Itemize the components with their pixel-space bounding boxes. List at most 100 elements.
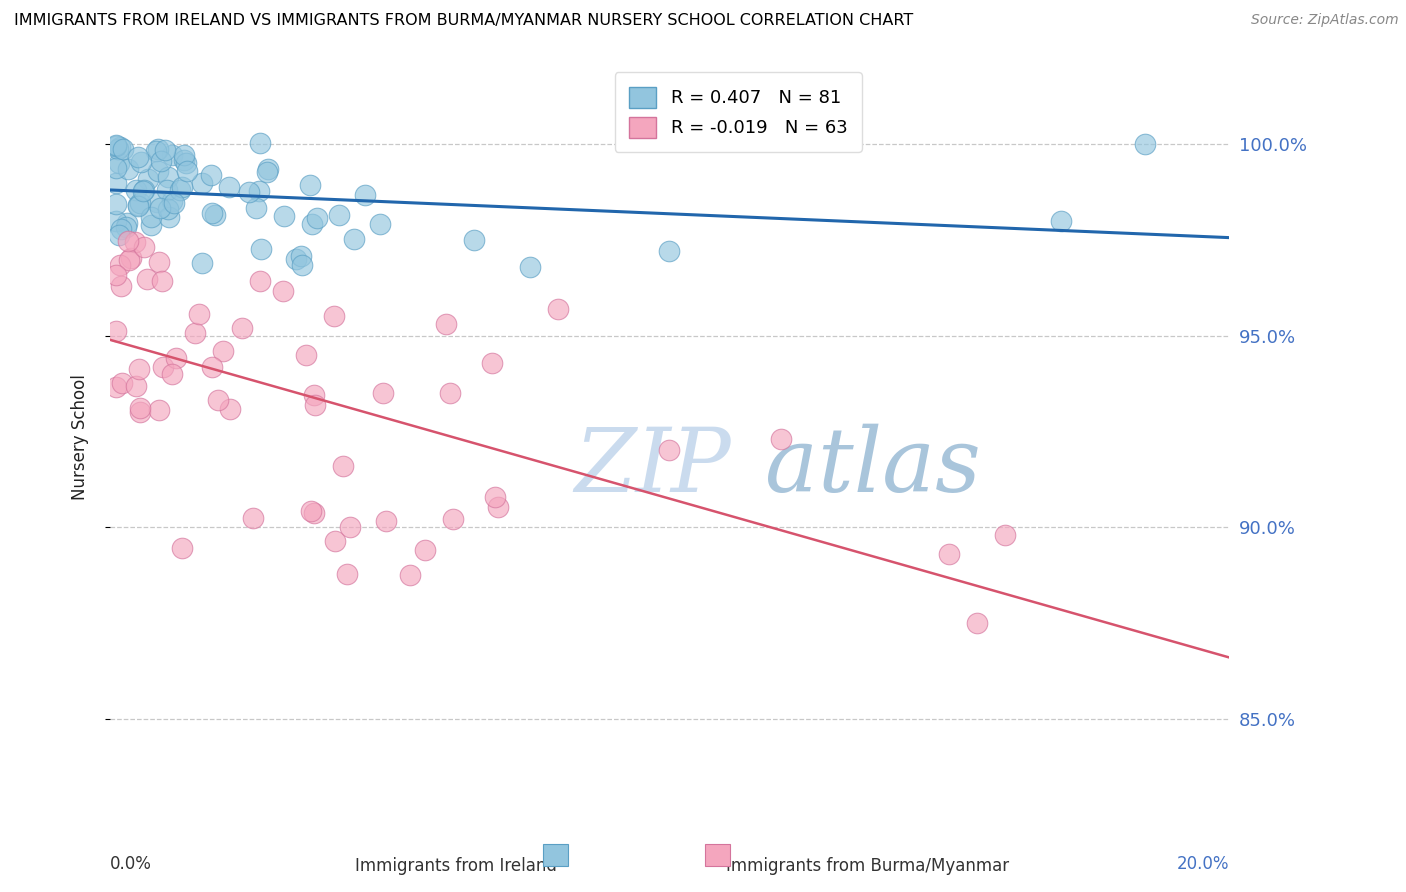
Point xyxy=(307,211,329,226)
Point xyxy=(290,250,312,264)
Point xyxy=(200,168,222,182)
Point xyxy=(328,208,350,222)
Point xyxy=(353,187,375,202)
Point xyxy=(298,178,321,192)
Point xyxy=(115,216,138,230)
Point xyxy=(148,403,170,417)
Point xyxy=(139,210,162,224)
Point xyxy=(104,214,127,228)
Point xyxy=(156,183,179,197)
Point xyxy=(245,201,267,215)
Point xyxy=(519,260,541,274)
Point xyxy=(104,176,127,190)
Text: Immigrants from Burma/Myanmar: Immigrants from Burma/Myanmar xyxy=(725,857,1010,875)
Point xyxy=(129,401,152,415)
Point xyxy=(273,209,295,223)
Point xyxy=(124,235,146,249)
Point xyxy=(302,388,325,402)
Point xyxy=(110,140,132,154)
Point xyxy=(104,324,127,338)
Point xyxy=(399,567,422,582)
Point xyxy=(658,443,681,458)
Point xyxy=(257,162,280,177)
Point xyxy=(107,142,129,156)
Point xyxy=(658,244,681,259)
Point xyxy=(249,184,271,198)
Point xyxy=(201,206,224,220)
Point xyxy=(439,385,461,400)
Text: IMMIGRANTS FROM IRELAND VS IMMIGRANTS FROM BURMA/MYANMAR NURSERY SCHOOL CORRELAT: IMMIGRANTS FROM IRELAND VS IMMIGRANTS FR… xyxy=(14,13,914,29)
Point xyxy=(104,138,127,153)
Point xyxy=(373,386,395,401)
Point xyxy=(149,201,172,215)
Point xyxy=(463,233,485,247)
Point xyxy=(304,398,326,412)
Point xyxy=(110,222,132,236)
Legend: R = 0.407   N = 81, R = -0.019   N = 63: R = 0.407 N = 81, R = -0.019 N = 63 xyxy=(614,72,862,152)
Point xyxy=(486,500,509,514)
Point xyxy=(128,362,150,376)
Point xyxy=(139,218,162,232)
Point xyxy=(149,153,172,168)
Point xyxy=(108,156,131,170)
Point xyxy=(339,520,361,534)
Point xyxy=(413,543,436,558)
Point xyxy=(125,182,148,196)
Point xyxy=(336,566,359,581)
Point xyxy=(145,145,167,159)
Point xyxy=(299,504,322,518)
Point xyxy=(135,271,157,285)
Point xyxy=(301,217,323,231)
Point xyxy=(117,161,139,176)
Text: Immigrants from Ireland: Immigrants from Ireland xyxy=(356,857,557,875)
Point xyxy=(284,252,307,266)
Point xyxy=(108,228,131,243)
Point xyxy=(271,284,294,298)
Point xyxy=(434,317,457,331)
Point xyxy=(112,142,135,156)
Point xyxy=(146,164,169,178)
Point xyxy=(1050,213,1073,227)
Point xyxy=(302,506,325,520)
Point xyxy=(484,490,506,504)
Text: 20.0%: 20.0% xyxy=(1177,855,1229,872)
Point xyxy=(120,251,142,265)
Point xyxy=(155,143,177,157)
Point xyxy=(165,351,187,365)
Point xyxy=(104,197,127,211)
Point xyxy=(132,183,155,197)
Point xyxy=(146,142,169,156)
Point xyxy=(169,183,191,197)
Point xyxy=(157,211,180,225)
Point xyxy=(110,279,132,293)
Point xyxy=(238,186,260,200)
Point xyxy=(219,402,242,417)
Point xyxy=(242,511,264,525)
Point xyxy=(104,138,127,153)
Point xyxy=(170,541,193,555)
Point xyxy=(129,196,152,211)
Point xyxy=(994,528,1017,542)
Point xyxy=(132,184,155,198)
Point xyxy=(104,268,127,283)
Point xyxy=(190,256,212,270)
Point xyxy=(231,321,253,335)
Point xyxy=(160,194,183,209)
Point xyxy=(218,179,240,194)
Text: atlas: atlas xyxy=(765,424,980,511)
Point xyxy=(127,150,149,164)
Point xyxy=(938,547,960,561)
Point xyxy=(127,199,149,213)
Point xyxy=(481,356,503,370)
Point xyxy=(104,161,127,175)
Point xyxy=(201,359,224,374)
Point xyxy=(368,217,391,231)
Point xyxy=(256,165,278,179)
Point xyxy=(115,220,138,235)
Point xyxy=(183,326,205,341)
Point xyxy=(187,307,209,321)
Point xyxy=(770,432,793,446)
Point xyxy=(160,148,183,162)
Point xyxy=(108,258,131,272)
Point xyxy=(212,343,235,358)
